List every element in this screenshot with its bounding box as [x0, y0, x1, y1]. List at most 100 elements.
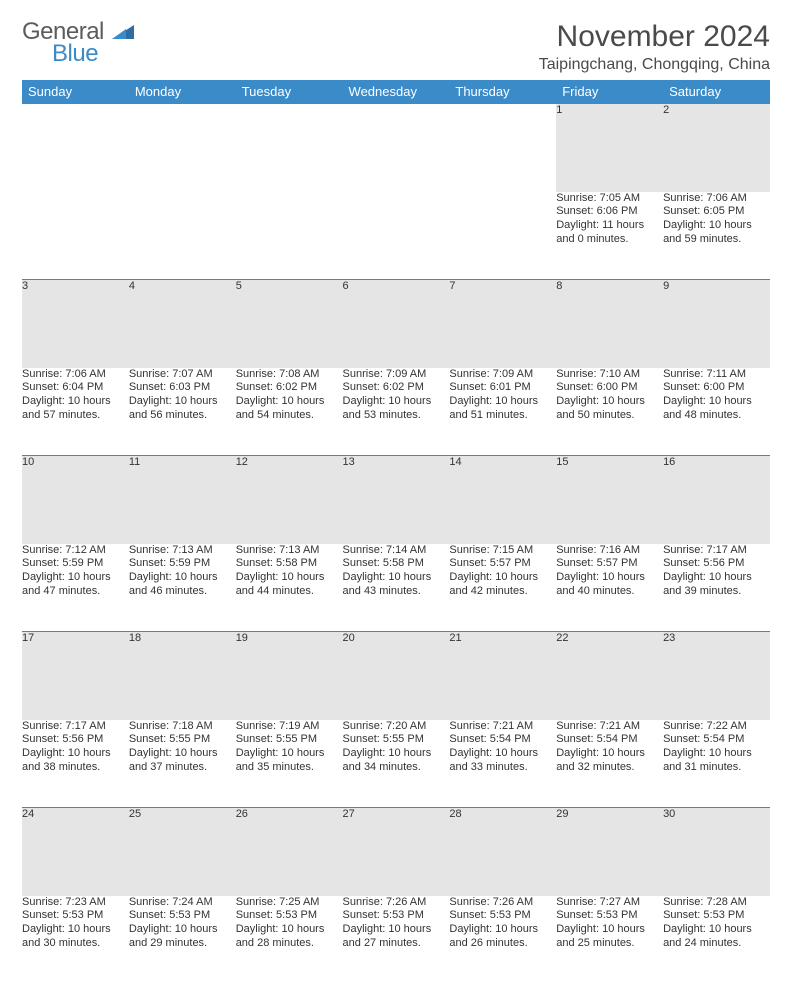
sunrise-text: Sunrise: 7:06 AM — [663, 192, 770, 206]
daylight-text: Daylight: 10 hours and 59 minutes. — [663, 219, 770, 247]
daylight-text: Daylight: 10 hours and 38 minutes. — [22, 747, 129, 775]
sunset-text: Sunset: 6:06 PM — [556, 205, 663, 219]
day-detail-cell: Sunrise: 7:16 AMSunset: 5:57 PMDaylight:… — [556, 544, 663, 632]
day-number-cell: 21 — [449, 632, 556, 720]
daylight-text: Daylight: 10 hours and 56 minutes. — [129, 395, 236, 423]
day-number-cell — [129, 104, 236, 192]
sunset-text: Sunset: 5:53 PM — [343, 909, 450, 923]
sunset-text: Sunset: 5:58 PM — [236, 557, 343, 571]
sunset-text: Sunset: 5:55 PM — [129, 733, 236, 747]
location: Taipingchang, Chongqing, China — [539, 56, 770, 74]
calendar-table: SundayMondayTuesdayWednesdayThursdayFrid… — [22, 80, 770, 984]
sunrise-text: Sunrise: 7:19 AM — [236, 720, 343, 734]
sunset-text: Sunset: 6:01 PM — [449, 381, 556, 395]
day-number-cell: 11 — [129, 456, 236, 544]
day-number-cell: 23 — [663, 632, 770, 720]
sunset-text: Sunset: 6:04 PM — [22, 381, 129, 395]
day-detail-cell: Sunrise: 7:27 AMSunset: 5:53 PMDaylight:… — [556, 896, 663, 984]
daylight-text: Daylight: 11 hours and 0 minutes. — [556, 219, 663, 247]
sunrise-text: Sunrise: 7:24 AM — [129, 896, 236, 910]
day-number-row: 24252627282930 — [22, 808, 770, 896]
daylight-text: Daylight: 10 hours and 39 minutes. — [663, 571, 770, 599]
day-detail-cell: Sunrise: 7:22 AMSunset: 5:54 PMDaylight:… — [663, 720, 770, 808]
day-number-cell — [236, 104, 343, 192]
day-number-cell: 19 — [236, 632, 343, 720]
day-detail-cell: Sunrise: 7:12 AMSunset: 5:59 PMDaylight:… — [22, 544, 129, 632]
day-detail-cell — [343, 192, 450, 280]
day-number-cell: 15 — [556, 456, 663, 544]
day-number-cell — [449, 104, 556, 192]
day-detail-cell: Sunrise: 7:26 AMSunset: 5:53 PMDaylight:… — [449, 896, 556, 984]
day-detail-cell: Sunrise: 7:23 AMSunset: 5:53 PMDaylight:… — [22, 896, 129, 984]
daylight-text: Daylight: 10 hours and 25 minutes. — [556, 923, 663, 951]
day-detail-cell: Sunrise: 7:15 AMSunset: 5:57 PMDaylight:… — [449, 544, 556, 632]
day-detail-cell: Sunrise: 7:19 AMSunset: 5:55 PMDaylight:… — [236, 720, 343, 808]
brand-logo: General Blue — [22, 20, 134, 66]
day-number-cell: 9 — [663, 280, 770, 368]
daylight-text: Daylight: 10 hours and 29 minutes. — [129, 923, 236, 951]
day-number-cell: 26 — [236, 808, 343, 896]
day-number-cell: 2 — [663, 104, 770, 192]
sunrise-text: Sunrise: 7:17 AM — [663, 544, 770, 558]
sunset-text: Sunset: 5:53 PM — [556, 909, 663, 923]
daylight-text: Daylight: 10 hours and 42 minutes. — [449, 571, 556, 599]
sunset-text: Sunset: 5:55 PM — [343, 733, 450, 747]
day-number-cell: 22 — [556, 632, 663, 720]
sunrise-text: Sunrise: 7:14 AM — [343, 544, 450, 558]
sunset-text: Sunset: 5:53 PM — [236, 909, 343, 923]
day-number-cell: 10 — [22, 456, 129, 544]
day-number-row: 17181920212223 — [22, 632, 770, 720]
sunset-text: Sunset: 6:02 PM — [343, 381, 450, 395]
daylight-text: Daylight: 10 hours and 37 minutes. — [129, 747, 236, 775]
daylight-text: Daylight: 10 hours and 47 minutes. — [22, 571, 129, 599]
sunset-text: Sunset: 5:57 PM — [556, 557, 663, 571]
sunrise-text: Sunrise: 7:13 AM — [236, 544, 343, 558]
day-number-cell — [22, 104, 129, 192]
day-detail-row: Sunrise: 7:17 AMSunset: 5:56 PMDaylight:… — [22, 720, 770, 808]
day-detail-cell: Sunrise: 7:11 AMSunset: 6:00 PMDaylight:… — [663, 368, 770, 456]
day-detail-cell: Sunrise: 7:21 AMSunset: 5:54 PMDaylight:… — [556, 720, 663, 808]
day-number-cell: 1 — [556, 104, 663, 192]
weekday-header: Thursday — [449, 80, 556, 104]
day-number-cell: 27 — [343, 808, 450, 896]
day-detail-cell: Sunrise: 7:25 AMSunset: 5:53 PMDaylight:… — [236, 896, 343, 984]
day-detail-cell: Sunrise: 7:05 AMSunset: 6:06 PMDaylight:… — [556, 192, 663, 280]
day-number-cell: 8 — [556, 280, 663, 368]
daylight-text: Daylight: 10 hours and 54 minutes. — [236, 395, 343, 423]
day-detail-cell — [236, 192, 343, 280]
daylight-text: Daylight: 10 hours and 30 minutes. — [22, 923, 129, 951]
sunset-text: Sunset: 6:00 PM — [556, 381, 663, 395]
daylight-text: Daylight: 10 hours and 27 minutes. — [343, 923, 450, 951]
day-detail-cell: Sunrise: 7:06 AMSunset: 6:05 PMDaylight:… — [663, 192, 770, 280]
sunrise-text: Sunrise: 7:06 AM — [22, 368, 129, 382]
day-number-row: 10111213141516 — [22, 456, 770, 544]
sunset-text: Sunset: 5:57 PM — [449, 557, 556, 571]
sunset-text: Sunset: 6:02 PM — [236, 381, 343, 395]
sunset-text: Sunset: 5:55 PM — [236, 733, 343, 747]
day-detail-cell: Sunrise: 7:13 AMSunset: 5:59 PMDaylight:… — [129, 544, 236, 632]
day-detail-cell: Sunrise: 7:09 AMSunset: 6:02 PMDaylight:… — [343, 368, 450, 456]
sunrise-text: Sunrise: 7:26 AM — [343, 896, 450, 910]
sunrise-text: Sunrise: 7:28 AM — [663, 896, 770, 910]
daylight-text: Daylight: 10 hours and 31 minutes. — [663, 747, 770, 775]
day-detail-row: Sunrise: 7:05 AMSunset: 6:06 PMDaylight:… — [22, 192, 770, 280]
day-detail-cell: Sunrise: 7:10 AMSunset: 6:00 PMDaylight:… — [556, 368, 663, 456]
sunset-text: Sunset: 6:03 PM — [129, 381, 236, 395]
title-block: November 2024 Taipingchang, Chongqing, C… — [539, 20, 770, 74]
day-detail-cell: Sunrise: 7:21 AMSunset: 5:54 PMDaylight:… — [449, 720, 556, 808]
sunrise-text: Sunrise: 7:27 AM — [556, 896, 663, 910]
day-detail-cell — [22, 192, 129, 280]
sunrise-text: Sunrise: 7:18 AM — [129, 720, 236, 734]
sunset-text: Sunset: 5:59 PM — [129, 557, 236, 571]
daylight-text: Daylight: 10 hours and 24 minutes. — [663, 923, 770, 951]
daylight-text: Daylight: 10 hours and 48 minutes. — [663, 395, 770, 423]
daylight-text: Daylight: 10 hours and 44 minutes. — [236, 571, 343, 599]
sunrise-text: Sunrise: 7:08 AM — [236, 368, 343, 382]
day-number-cell: 24 — [22, 808, 129, 896]
sunrise-text: Sunrise: 7:21 AM — [449, 720, 556, 734]
daylight-text: Daylight: 10 hours and 46 minutes. — [129, 571, 236, 599]
sunset-text: Sunset: 5:56 PM — [663, 557, 770, 571]
day-number-cell — [343, 104, 450, 192]
weekday-header: Monday — [129, 80, 236, 104]
daylight-text: Daylight: 10 hours and 33 minutes. — [449, 747, 556, 775]
